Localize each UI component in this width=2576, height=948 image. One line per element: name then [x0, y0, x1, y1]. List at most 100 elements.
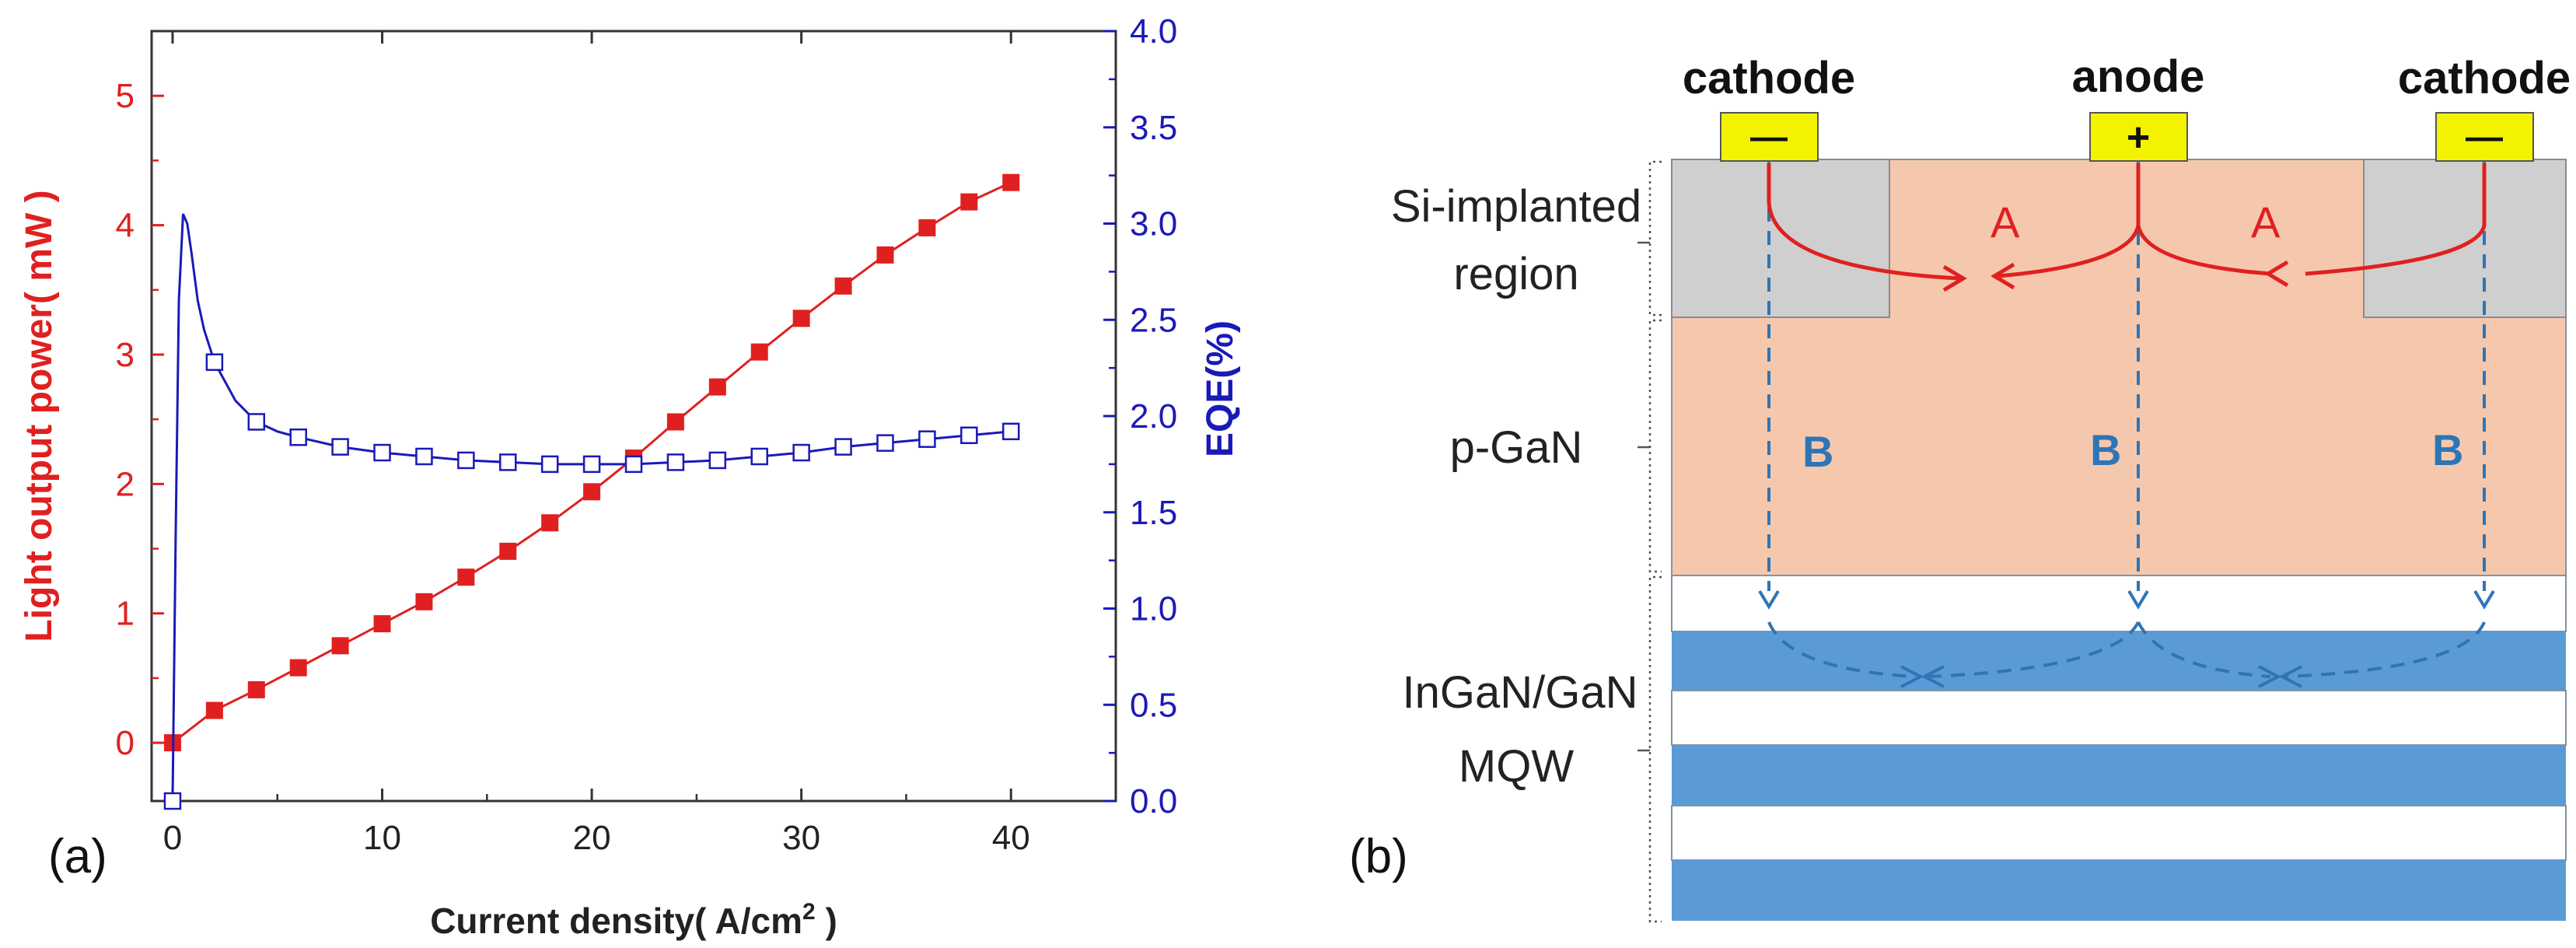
eqe-data-point [415, 447, 433, 466]
path-a-arrowheads [1942, 260, 2289, 292]
device-diagram: — cathode + anode — cathode [1349, 51, 2571, 923]
path-b-lateral-arrowheads [1900, 665, 2302, 688]
path-a-curves [1767, 163, 2487, 281]
eqe-data-point [666, 453, 685, 471]
electrode-right: — cathode [2398, 53, 2571, 162]
path-a-label: A [1991, 198, 2020, 247]
right-tick-label: 4.0 [1130, 12, 1177, 51]
power-data-point [499, 542, 517, 560]
path-b-vertical [1767, 161, 2486, 591]
power-data-point [583, 483, 601, 501]
label-si-implanted: Si-implanted [1391, 181, 1641, 232]
x-axis-label: Current density( A/cm2 ) [430, 899, 837, 941]
electrode-anode: + anode [2072, 51, 2204, 162]
path-b-lateral [1767, 621, 2486, 678]
si-implanted-region-right [2363, 159, 2567, 318]
label-mqw: MQW [1459, 741, 1574, 792]
chart-panel: 0 10 20 30 40 0 1 2 3 4 5 0.0 0.5 1.0 1.5 2.0 2.5 3.0 3.… [19, 12, 1241, 941]
power-data-point [792, 310, 810, 327]
mqw-well [1672, 745, 2566, 806]
eqe-data-point [499, 453, 517, 471]
power-data-point [415, 593, 433, 610]
left-axis-label: Light output power( mW ) [19, 190, 60, 642]
x-axis-ticks: 0 10 20 30 40 [163, 31, 1030, 857]
power-data-point [666, 413, 684, 431]
left-tick-label: 3 [116, 336, 135, 374]
electrode-label: cathode [2398, 53, 2571, 103]
eqe-data-point [331, 438, 349, 456]
eqe-data-point [708, 451, 727, 470]
electrode-sign: — [1750, 117, 1788, 158]
power-data-point [289, 659, 307, 677]
power-data-point [1002, 173, 1020, 191]
x-tick-label: 10 [363, 819, 401, 857]
power-data-point [247, 680, 265, 698]
right-axis-ticks: 0.0 0.5 1.0 1.5 2.0 2.5 3.0 3.5 4.0 [1103, 12, 1177, 820]
power-data-point [457, 568, 475, 586]
left-axis-ticks: 0 1 2 3 4 5 [116, 77, 164, 762]
x-tick-label: 30 [782, 819, 820, 857]
label-p-gan: p-GaN [1450, 422, 1583, 473]
electrode-sign: — [2466, 117, 2503, 158]
path-b-label: B [2090, 425, 2121, 474]
si-implanted-region-left [1671, 159, 1890, 318]
left-tick-label: 1 [116, 595, 135, 633]
right-tick-label: 3.0 [1130, 205, 1177, 243]
bracket-ticks [1638, 241, 1650, 752]
series-layer [163, 173, 1020, 810]
eqe-data-point [918, 430, 936, 448]
power-data-point [373, 615, 391, 633]
right-tick-label: 0.0 [1130, 782, 1177, 820]
eqe-data-point [624, 455, 643, 474]
label-region: region [1453, 249, 1578, 299]
power-data-point [876, 246, 894, 264]
x-tick-label: 20 [573, 819, 611, 857]
panel-label-a: (a) [48, 830, 107, 883]
left-tick-label: 0 [116, 724, 135, 762]
panel-label-b: (b) [1349, 830, 1408, 883]
right-tick-label: 3.5 [1130, 109, 1177, 147]
eqe-data-point [876, 434, 894, 452]
power-data-point [205, 701, 223, 719]
mqw-barrier [1671, 690, 2567, 746]
electrode-sign: + [2127, 115, 2150, 160]
power-data-point [750, 343, 768, 361]
power-data-point [541, 514, 559, 532]
eqe-data-point [289, 428, 307, 446]
region-brackets [1648, 160, 1662, 923]
label-ingan-gan: InGaN/GaN [1403, 667, 1638, 718]
eqe-data-point [960, 426, 978, 444]
right-axis-label: EQE(%) [1200, 320, 1241, 457]
path-b-label: B [2432, 425, 2463, 474]
right-tick-label: 2.5 [1130, 301, 1177, 339]
eqe-data-point [834, 438, 852, 456]
right-tick-label: 0.5 [1130, 686, 1177, 724]
eqe-data-point [1001, 422, 1020, 441]
path-b-arrowheads [1758, 589, 2495, 610]
mqw-stack [1671, 575, 2567, 921]
left-tick-label: 5 [116, 77, 135, 115]
eqe-data-point [457, 451, 475, 470]
electrode-label: cathode [1683, 53, 1855, 103]
eqe-data-point [582, 455, 601, 474]
right-tick-label: 1.5 [1130, 494, 1177, 532]
eqe-data-point [163, 792, 182, 810]
right-tick-label: 1.0 [1130, 590, 1177, 628]
electrode-left: — cathode [1683, 53, 1855, 162]
eqe-data-point [247, 413, 266, 431]
eqe-data-point [373, 443, 391, 462]
plot-frame [150, 30, 1117, 803]
mqw-well [1672, 860, 2566, 921]
x-tick-label: 40 [992, 819, 1030, 857]
left-tick-label: 4 [116, 207, 135, 245]
path-b-label: B [1802, 427, 1833, 476]
power-data-point [708, 378, 726, 396]
eqe-series-line [171, 213, 1012, 802]
power-data-point [918, 219, 936, 236]
power-data-point [331, 637, 349, 655]
mqw-barrier [1671, 805, 2567, 861]
path-a-label: A [2251, 198, 2281, 247]
mqw-barrier [1671, 575, 2567, 632]
eqe-data-point [540, 455, 559, 474]
